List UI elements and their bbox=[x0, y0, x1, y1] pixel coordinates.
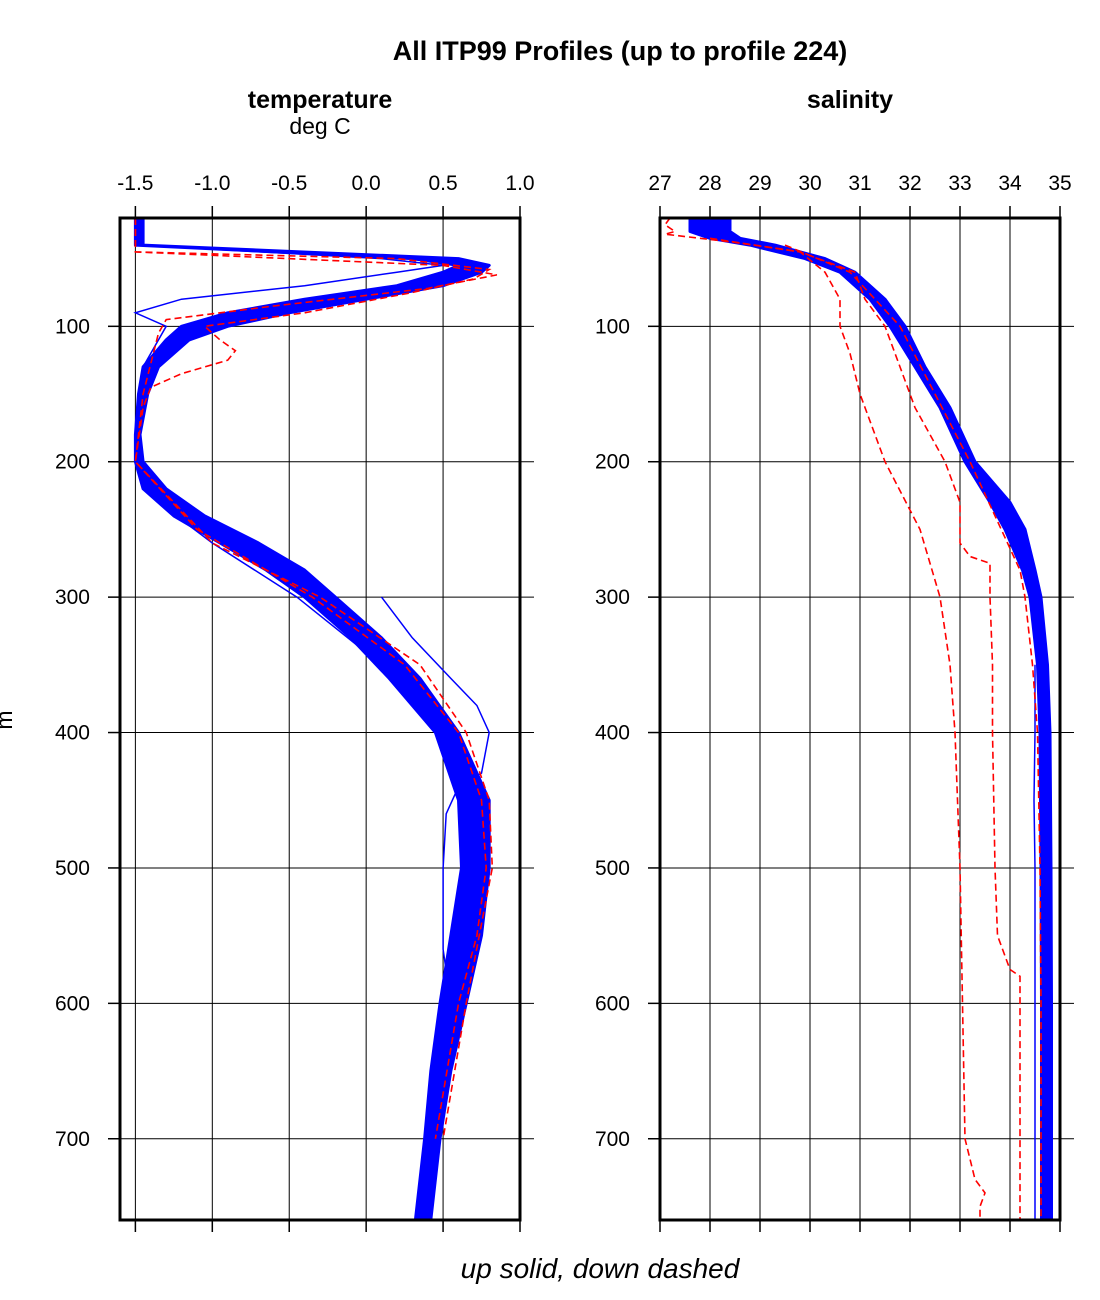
salinity-down-line-2 bbox=[784, 244, 1042, 1220]
salinity-xtick-label-5: 32 bbox=[898, 172, 921, 195]
salinity-xtick-label-3: 30 bbox=[798, 172, 821, 195]
temperature-xtick-label-4: 0.5 bbox=[428, 172, 457, 195]
salinity-xtick-label-2: 29 bbox=[748, 172, 771, 195]
salinity-panel-title: salinity bbox=[807, 86, 893, 114]
salinity-ytick-label-4: 500 bbox=[595, 857, 630, 880]
temperature-ytick-label-3: 400 bbox=[55, 722, 90, 745]
salinity-ytick-label-3: 400 bbox=[595, 722, 630, 745]
salinity-xtick-label-8: 35 bbox=[1048, 172, 1071, 195]
footer-caption: up solid, down dashed bbox=[461, 1253, 741, 1284]
salinity-down-line-1 bbox=[709, 237, 1021, 1220]
salinity-xtick-label-4: 31 bbox=[848, 172, 871, 195]
temperature-ytick-label-5: 600 bbox=[55, 992, 90, 1015]
y-axis-label: m bbox=[0, 710, 17, 729]
temperature-xtick-label-0: -1.5 bbox=[117, 172, 153, 195]
salinity-xtick-label-0: 27 bbox=[648, 172, 671, 195]
temperature-ytick-label-2: 300 bbox=[55, 586, 90, 609]
salinity-xtick-label-1: 28 bbox=[698, 172, 721, 195]
temperature-down-line-0 bbox=[134, 218, 492, 1139]
panels-layer: -1.5 -1.0 -0.5 0.0 0.5 1.0 100 200 300 400 500 600 7… bbox=[55, 172, 1074, 1232]
temperature-ytick-label-0: 100 bbox=[55, 315, 90, 338]
salinity-up-band bbox=[688, 218, 1053, 1220]
temperature-down-line-1 bbox=[134, 218, 498, 1139]
salinity-up-line-0 bbox=[1033, 664, 1036, 1220]
temperature-data bbox=[133, 218, 498, 1220]
temperature-xtick-label-2: -0.5 bbox=[271, 172, 307, 195]
temperature-ytick-label-6: 700 bbox=[55, 1128, 90, 1151]
salinity-ytick-label-0: 100 bbox=[595, 315, 630, 338]
temperature-up-band bbox=[133, 218, 491, 1220]
temperature-up-line-0 bbox=[133, 218, 478, 1220]
temperature-panel-title: temperature bbox=[248, 86, 393, 114]
salinity-xtick-label-6: 33 bbox=[948, 172, 971, 195]
salinity-ytick-label-5: 600 bbox=[595, 992, 630, 1015]
temperature-xtick-label-1: -1.0 bbox=[194, 172, 230, 195]
chart-title: All ITP99 Profiles (up to profile 224) bbox=[393, 36, 848, 66]
temperature-panel: -1.5 -1.0 -0.5 0.0 0.5 1.0 100 200 300 400 500 600 7… bbox=[55, 172, 535, 1232]
temperature-ytick-label-1: 200 bbox=[55, 451, 90, 474]
temperature-ytick-label-4: 500 bbox=[55, 857, 90, 880]
salinity-ytick-label-1: 200 bbox=[595, 451, 630, 474]
salinity-data bbox=[663, 218, 1053, 1220]
temperature-xtick-label-5: 1.0 bbox=[505, 172, 534, 195]
salinity-xtick-label-7: 34 bbox=[998, 172, 1022, 195]
salinity-ytick-label-2: 300 bbox=[595, 586, 630, 609]
temperature-frame bbox=[118, 216, 522, 1222]
salinity-ytick-label-6: 700 bbox=[595, 1128, 630, 1151]
temperature-unit-label: deg C bbox=[289, 113, 350, 139]
temperature-xtick-label-3: 0.0 bbox=[352, 172, 381, 195]
temperature-up-line-1 bbox=[380, 596, 490, 1004]
salinity-panel: 27 28 29 30 31 32 33 34 35 100 200 300 400 500 600 700 bbox=[595, 172, 1074, 1232]
salinity-down-line-0 bbox=[663, 218, 986, 1220]
